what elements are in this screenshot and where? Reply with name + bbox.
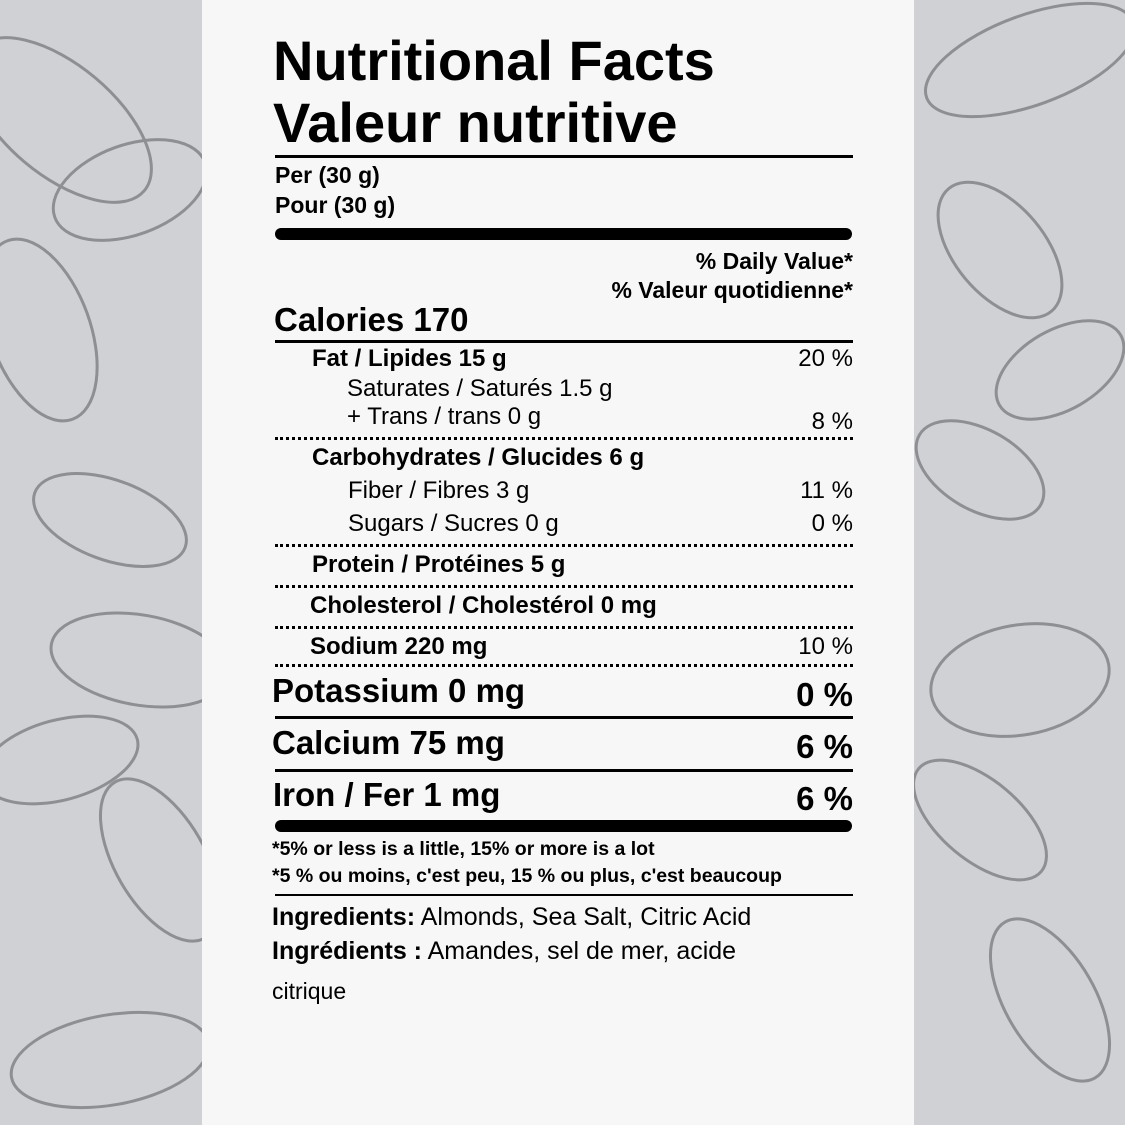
dv-iron: 6 % [796,780,853,817]
ingredients-fr-continued: citrique [272,978,347,1004]
dotted-divider [275,437,853,440]
nutrient-sodium: Sodium 220 mg [310,633,488,660]
dv-sat-trans: 8 % [811,408,853,435]
thick-divider [275,228,852,240]
serving-fr: Pour (30 g) [275,192,396,218]
ingredients-en-text: Almonds, Sea Salt, Citric Acid [415,903,752,931]
almond-sketch-icon [912,758,1048,882]
divider [275,769,853,772]
dv-sodium: 10 % [798,633,853,660]
nutrient-calcium: Calcium 75 mg [272,724,505,761]
ingredients-fr-label: Ingrédients : [272,937,423,965]
dotted-divider [275,664,853,667]
thick-divider [275,820,852,832]
dv-header-fr: % Valeur quotidienne* [611,277,853,303]
almond-sketch-icon [929,622,1111,738]
ingredients-en: Ingredients: Almonds, Sea Salt, Citric A… [272,905,751,930]
dv-fiber: 11 % [800,477,853,504]
title-fr: Valeur nutritive [273,91,678,154]
dv-potassium: 0 % [796,676,853,713]
dv-calcium: 6 % [796,728,853,765]
dv-sugars: 0 % [811,510,853,537]
ingredients-fr: Ingrédients : Amandes, sel de mer, acide [272,939,736,964]
dotted-divider [275,544,853,547]
nutrient-fiber: Fiber / Fibres 3 g [348,477,530,504]
label-panel [202,0,914,1125]
nutrient-carbohydrates: Carbohydrates / Glucides 6 g [312,444,645,471]
almond-sketch-icon [0,237,99,423]
ingredients-fr-text: Amandes, sel de mer, acide [422,937,737,965]
footnote-en: *5% or less is a little, 15% or more is … [272,838,655,860]
divider [275,894,853,896]
nutrient-trans: + Trans / trans 0 g [347,403,542,430]
almond-sketch-icon [914,419,1046,521]
ingredients-en-label: Ingredients: [272,903,416,931]
dv-header-en: % Daily Value* [695,248,853,274]
dotted-divider [275,585,853,588]
divider [275,716,853,719]
almond-sketch-icon [936,180,1064,320]
calories: Calories 170 [274,301,469,338]
footnote-fr: *5 % ou moins, c'est peu, 15 % ou plus, … [272,865,782,887]
almond-sketch-icon [32,472,188,568]
dotted-divider [275,626,853,629]
nutrient-protein: Protein / Protéines 5 g [312,551,566,578]
divider [275,340,853,343]
almond-sketch-icon [923,1,1125,119]
nutrient-saturates: Saturates / Saturés 1.5 g [347,375,613,402]
almond-sketch-icon [994,319,1125,421]
title-en: Nutritional Facts [273,29,715,92]
almond-sketch-icon [9,1010,211,1110]
dv-fat: 20 % [798,345,853,372]
nutrient-cholesterol: Cholesterol / Cholestérol 0 mg [310,592,657,619]
serving-en: Per (30 g) [275,162,380,188]
almond-sketch-icon [988,917,1112,1083]
nutrient-potassium: Potassium 0 mg [272,672,526,709]
almond-sketch-icon [0,714,140,806]
divider [275,155,853,158]
nutrient-fat: Fat / Lipides 15 g [312,345,507,372]
nutrient-sugars: Sugars / Sucres 0 g [348,510,559,537]
nutrient-iron: Iron / Fer 1 mg [273,776,501,813]
almond-sketch-icon [0,36,153,204]
